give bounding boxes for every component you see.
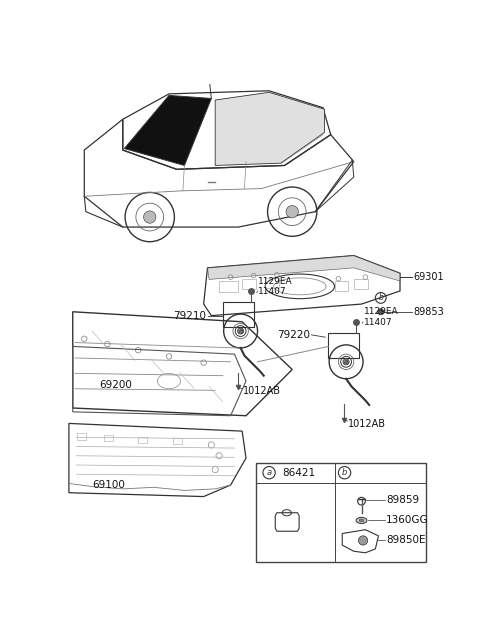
Text: a: a <box>266 468 272 477</box>
FancyBboxPatch shape <box>256 463 426 562</box>
Circle shape <box>144 211 156 223</box>
Text: 79220: 79220 <box>277 330 310 340</box>
Circle shape <box>238 328 244 334</box>
Text: 69301: 69301 <box>414 272 444 282</box>
Ellipse shape <box>359 519 364 522</box>
Circle shape <box>343 359 349 365</box>
Polygon shape <box>124 96 211 165</box>
Text: 69100: 69100 <box>92 480 125 490</box>
Circle shape <box>359 536 368 545</box>
Text: a: a <box>239 328 243 334</box>
Text: a: a <box>344 359 348 365</box>
Text: 89859: 89859 <box>386 495 419 505</box>
Text: 86421: 86421 <box>282 468 315 478</box>
Polygon shape <box>215 92 324 165</box>
Text: 1012AB: 1012AB <box>348 419 386 429</box>
Text: 89853: 89853 <box>414 307 444 317</box>
Text: b: b <box>342 468 347 477</box>
Text: b: b <box>378 294 383 303</box>
Text: 1129EA
11407: 1129EA 11407 <box>364 308 398 327</box>
Text: 79210: 79210 <box>173 311 206 320</box>
Circle shape <box>286 206 299 218</box>
Text: 1129EA
11407: 1129EA 11407 <box>258 277 293 296</box>
Text: 1360GG: 1360GG <box>386 515 429 526</box>
Ellipse shape <box>356 517 367 524</box>
Text: 69200: 69200 <box>100 380 132 390</box>
Text: 89850E: 89850E <box>386 535 426 545</box>
Polygon shape <box>207 256 400 281</box>
Text: 1012AB: 1012AB <box>243 387 281 397</box>
Circle shape <box>378 309 384 315</box>
